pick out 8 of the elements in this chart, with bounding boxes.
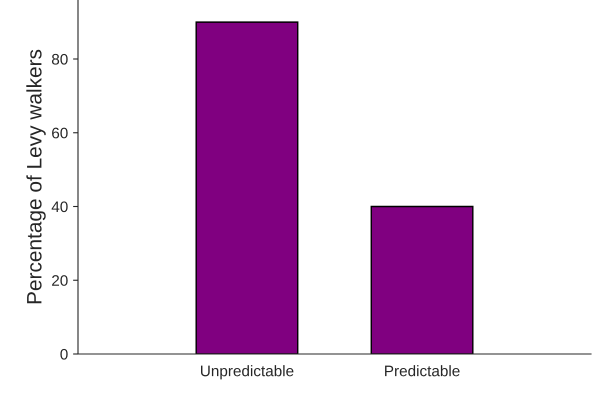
x-tick-label: Predictable <box>385 365 460 376</box>
y-tick-label: 80 <box>52 54 68 65</box>
x-tick-label: Unpredictable <box>201 365 294 380</box>
y-tick-label: 20 <box>52 275 68 286</box>
y-axis-title: Percentage of Levy walkers <box>26 50 46 304</box>
y-tick-label: 60 <box>52 128 68 138</box>
y-tick-label: 0 <box>60 348 68 360</box>
y-tick-label: 40 <box>52 201 68 212</box>
